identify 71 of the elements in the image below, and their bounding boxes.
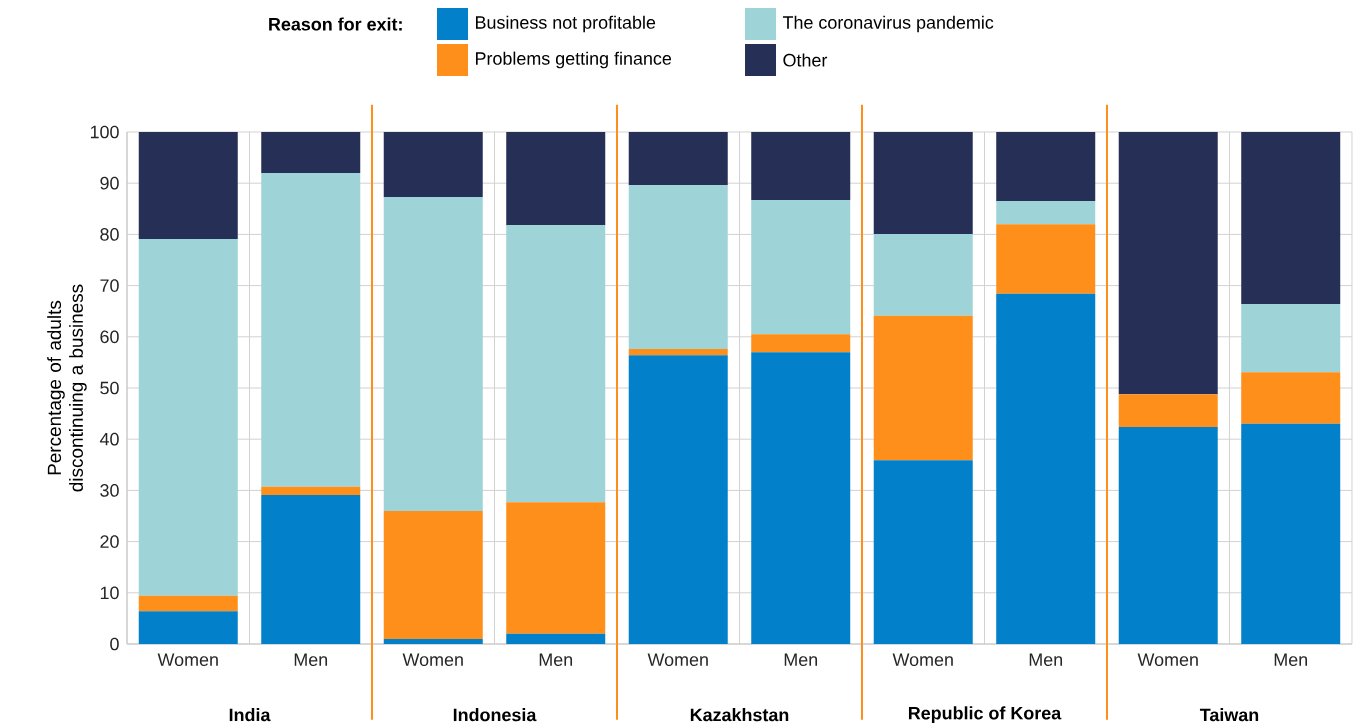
text: Republic of Korea xyxy=(908,706,1062,724)
bar xyxy=(261,132,361,173)
bar xyxy=(751,132,851,201)
legend-label: The coronavirus pandemic xyxy=(782,15,994,33)
y-tick-label: 50 xyxy=(100,381,119,395)
bar xyxy=(628,355,728,644)
y-tick-label: 70 xyxy=(100,279,119,292)
bar xyxy=(996,132,1096,202)
bar xyxy=(873,132,973,234)
legend-label: Other xyxy=(783,53,828,67)
bar xyxy=(996,293,1096,644)
x-tick-label: Women xyxy=(892,653,953,667)
bar xyxy=(996,224,1096,294)
y-tick-label: 0 xyxy=(110,637,119,651)
bar xyxy=(138,595,238,612)
bar xyxy=(628,349,728,356)
bar xyxy=(873,315,973,461)
bar xyxy=(628,132,728,186)
bar xyxy=(506,225,606,503)
bar xyxy=(628,185,728,350)
bar xyxy=(506,132,606,226)
legend-title: Reason for exit: xyxy=(269,17,402,31)
bar xyxy=(1241,372,1341,424)
bar xyxy=(873,460,973,644)
y-axis-title: Percentage of adults discontinuing a business xyxy=(47,284,87,492)
y-tick-label: 80 xyxy=(100,228,119,241)
x-tick-label: Women xyxy=(1137,653,1198,667)
y-tick-label: 10 xyxy=(100,586,119,600)
y-tick-label: 60 xyxy=(100,330,119,344)
bar xyxy=(1118,394,1218,427)
x-tick-label: Men xyxy=(294,653,328,667)
y-tick-label: 100 xyxy=(90,125,119,139)
bar xyxy=(996,201,1096,225)
x-tick-label: Men xyxy=(539,653,573,667)
y-tick-label: 90 xyxy=(100,176,119,190)
x-tick-label: Men xyxy=(1029,653,1063,667)
text: India xyxy=(229,708,271,722)
bar xyxy=(751,200,851,335)
bar xyxy=(1241,304,1341,373)
legend-label: Business not profitable xyxy=(475,15,656,33)
x-tick-label: Men xyxy=(1274,653,1308,667)
bar xyxy=(1118,132,1218,395)
x-tick-label: Women xyxy=(647,653,708,667)
bar xyxy=(1241,132,1341,305)
bar xyxy=(383,510,483,639)
x-tick-label: Men xyxy=(784,653,818,667)
bar xyxy=(261,486,361,496)
bar xyxy=(383,132,483,198)
bar xyxy=(751,352,851,644)
x-tick-label: Women xyxy=(402,653,463,667)
bar xyxy=(1118,426,1218,644)
text: Kazakhstan xyxy=(690,708,789,722)
bar xyxy=(506,502,606,634)
y-tick-label: 40 xyxy=(99,432,119,446)
y-tick-label: 20 xyxy=(100,535,119,548)
bar xyxy=(506,633,606,644)
text: Taiwan xyxy=(1199,708,1259,722)
bar xyxy=(138,132,238,239)
y-tick-label: 30 xyxy=(100,484,119,497)
text: Indonesia xyxy=(453,708,537,722)
bar xyxy=(261,172,361,487)
bar xyxy=(138,239,238,596)
bar xyxy=(1241,423,1341,644)
bar xyxy=(383,638,483,644)
x-tick-label: Women xyxy=(157,653,218,667)
bar xyxy=(383,197,483,511)
legend-label: Problems getting finance xyxy=(475,51,672,69)
bar xyxy=(261,495,361,644)
bar xyxy=(873,233,973,316)
bar xyxy=(138,611,238,644)
bar xyxy=(751,334,851,353)
